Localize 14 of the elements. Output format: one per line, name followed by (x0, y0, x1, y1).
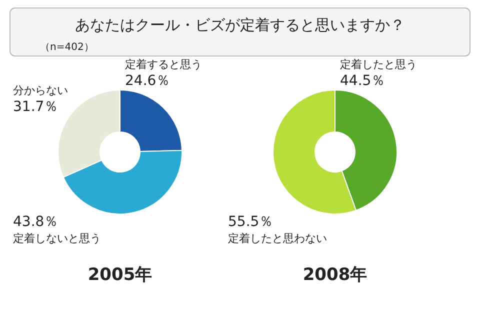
data-label: 24.6％ (125, 73, 170, 89)
text: あなたはクール・ビズが定着すると思いますか？ (75, 16, 405, 34)
slice-label: 定着したと思う (340, 58, 417, 71)
text: 2008年 (302, 265, 368, 285)
text: 2005年 (88, 265, 152, 285)
slice-label: 定着しないと思う (13, 232, 101, 245)
data-label: 43.8％ (13, 214, 58, 230)
slice-label: 分からない (13, 84, 68, 97)
text: （n=402） (40, 42, 94, 53)
data-label: 55.5％ (228, 214, 274, 230)
slice-label: 定着すると思う (125, 58, 202, 71)
slice-label: 定着したと思わない (228, 232, 327, 245)
data-label: 31.7％ (13, 99, 58, 115)
data-label: 44.5％ (340, 73, 386, 89)
